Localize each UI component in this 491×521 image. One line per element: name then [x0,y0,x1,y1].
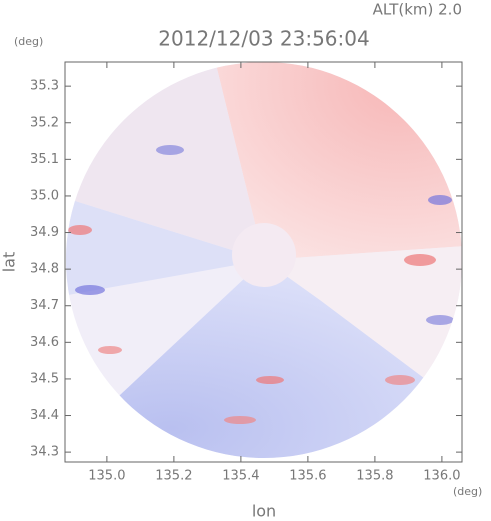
x-tick-label: 136.0 [423,469,460,484]
y-tick-label: 34.3 [30,445,59,460]
chart-title: 2012/12/03 23:56:04 [158,27,369,51]
x-tick-label: 135.6 [289,469,326,484]
x-tick-label: 135.8 [356,469,393,484]
y-unit: (deg) [14,35,43,48]
x-axis-label: lon [252,502,276,521]
radar-field [66,62,462,458]
plot-frame [64,61,463,463]
y-tick-label: 34.5 [30,371,59,386]
x-tick-label: 135.2 [155,469,192,484]
x-tick-label: 135.4 [222,469,259,484]
x-tick-label: 135.0 [88,469,125,484]
y-tick-label: 34.9 [30,225,59,240]
y-tick-label: 34.6 [30,335,59,350]
x-unit: (deg) [453,485,482,498]
y-tick-label: 35.1 [30,152,59,167]
y-tick-label: 34.4 [30,408,59,423]
y-tick-label: 34.8 [30,262,59,277]
y-tick-label: 34.7 [30,298,59,313]
y-tick-label: 35.0 [30,188,59,203]
altitude: ALT(km) 2.0 [373,1,462,19]
y-tick-label: 35.3 [30,79,59,94]
y-axis-label: lat [0,252,19,273]
y-tick-label: 35.2 [30,115,59,130]
